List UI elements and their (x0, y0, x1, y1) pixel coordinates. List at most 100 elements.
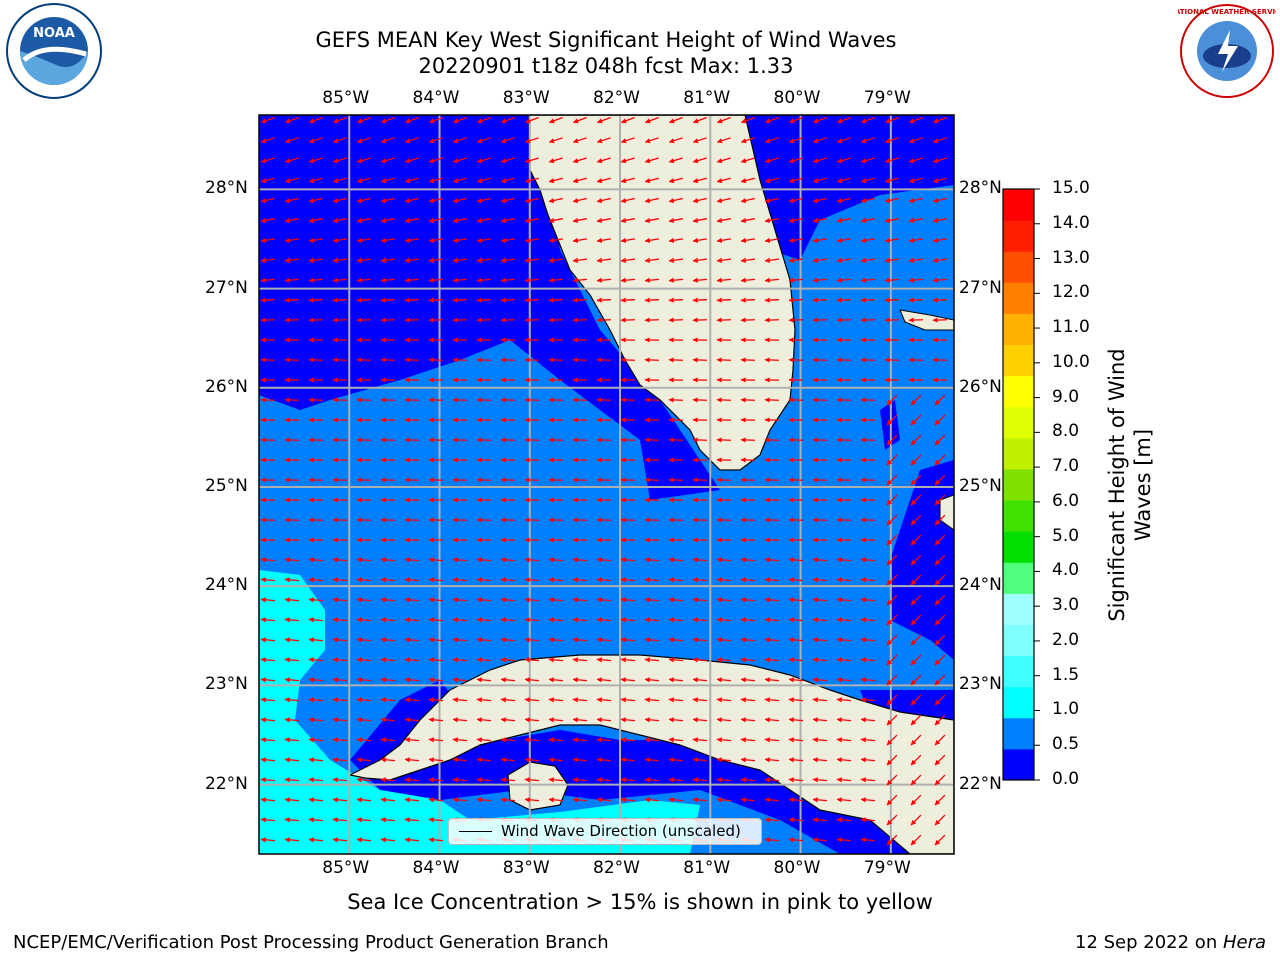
wind-arrow (740, 737, 756, 743)
wind-arrow (910, 794, 922, 806)
legend-label: Wind Wave Direction (unscaled) (501, 822, 741, 840)
wind-arrow (428, 217, 443, 223)
wind-arrow (934, 834, 946, 846)
wind-arrow (476, 697, 492, 703)
wind-arrow (404, 777, 420, 783)
wind-arrow (308, 637, 324, 643)
wind-arrow (356, 577, 372, 583)
wind-arrow (620, 557, 636, 563)
colorbar-block (1003, 282, 1034, 314)
wind-arrow (548, 657, 564, 663)
wind-arrow (476, 257, 492, 263)
wind-arrow (764, 837, 780, 843)
wind-arrow (860, 797, 876, 803)
wind-arrow (788, 257, 804, 263)
wind-arrow (356, 237, 372, 243)
colorbar-block (1003, 531, 1034, 563)
wind-arrow (644, 617, 660, 623)
wind-arrow (740, 297, 756, 303)
wind-arrow (836, 757, 852, 763)
wind-arrow (644, 577, 660, 583)
wind-arrow (716, 637, 732, 643)
wind-arrow (284, 697, 300, 703)
wind-arrow (620, 257, 636, 263)
colorbar-block (1003, 251, 1034, 283)
wind-arrow (740, 637, 756, 643)
wind-arrow (380, 137, 395, 144)
wind-arrow (836, 257, 852, 263)
wind-arrow (910, 734, 922, 746)
wind-arrow (524, 717, 540, 723)
wind-arrow (764, 597, 780, 603)
wind-arrow (428, 757, 444, 763)
wind-arrow (524, 277, 540, 283)
wind-arrow (692, 657, 708, 663)
wind-arrow (548, 277, 564, 283)
colorbar-block (1003, 593, 1034, 625)
wind-arrow (284, 297, 300, 303)
wind-arrow (500, 737, 516, 743)
wind-arrow (380, 257, 396, 263)
colorbar-label: 1.0 (1052, 699, 1080, 720)
wind-arrow (452, 657, 468, 663)
wind-arrow (380, 677, 396, 683)
lat-tick-right: 28°N (959, 178, 1002, 199)
wind-arrow (812, 717, 828, 723)
wind-arrow (692, 137, 707, 144)
wind-arrow (644, 697, 660, 703)
wind-arrow (620, 597, 636, 603)
wind-arrow (332, 237, 348, 243)
wind-arrow (284, 116, 299, 124)
wind-arrow (620, 637, 636, 643)
wind-arrow (404, 737, 420, 743)
wind-arrow (452, 677, 468, 683)
wind-arrow (356, 637, 372, 643)
wind-arrow (332, 557, 348, 563)
wind-arrow (596, 177, 611, 184)
wind-arrow (260, 277, 276, 283)
wind-arrow (860, 597, 876, 603)
wind-arrow (932, 177, 947, 184)
wind-arrow (452, 717, 468, 723)
wind-arrow (332, 617, 348, 623)
lon-tick-bottom: 80°W (773, 858, 821, 878)
wind-arrow (596, 797, 612, 803)
wind-arrow (524, 237, 540, 243)
wind-arrow (668, 116, 683, 124)
wind-arrow (428, 657, 444, 663)
bahamas-land (899, 309, 954, 331)
wind-arrow (596, 116, 611, 124)
wind-arrow (812, 757, 828, 763)
wind-arrow (404, 797, 420, 803)
wind-arrow (500, 717, 516, 723)
lat-tick-left: 28°N (205, 178, 248, 199)
wind-arrow (524, 677, 540, 683)
wind-arrow (668, 577, 684, 583)
wind-arrow (260, 237, 276, 243)
wind-arrow (692, 677, 708, 683)
wind-arrow (860, 777, 876, 783)
wind-arrow (500, 777, 516, 783)
wind-arrow (356, 257, 372, 263)
wind-arrow (260, 737, 276, 743)
lon-tick-top: 83°W (502, 88, 550, 108)
wind-arrow (932, 257, 948, 263)
wind-arrow (910, 654, 922, 666)
wind-arrow (332, 197, 347, 204)
wind-arrow (572, 577, 588, 583)
wind-arrow (934, 714, 946, 726)
wind-arrow (260, 677, 276, 683)
wind-arrow (886, 394, 898, 406)
wind-arrow (910, 494, 922, 506)
wind-arrow (500, 277, 516, 283)
wind-arrow (356, 837, 372, 843)
wind-arrow (500, 597, 516, 603)
wind-arrow (764, 137, 779, 144)
colorbar-label: 3.0 (1052, 595, 1080, 616)
wind-arrow (308, 657, 324, 663)
wind-arrow (620, 177, 635, 184)
wind-arrow (524, 116, 539, 124)
wind-arrow (260, 797, 276, 803)
wind-arrow (500, 217, 515, 223)
wind-arrow (500, 697, 516, 703)
